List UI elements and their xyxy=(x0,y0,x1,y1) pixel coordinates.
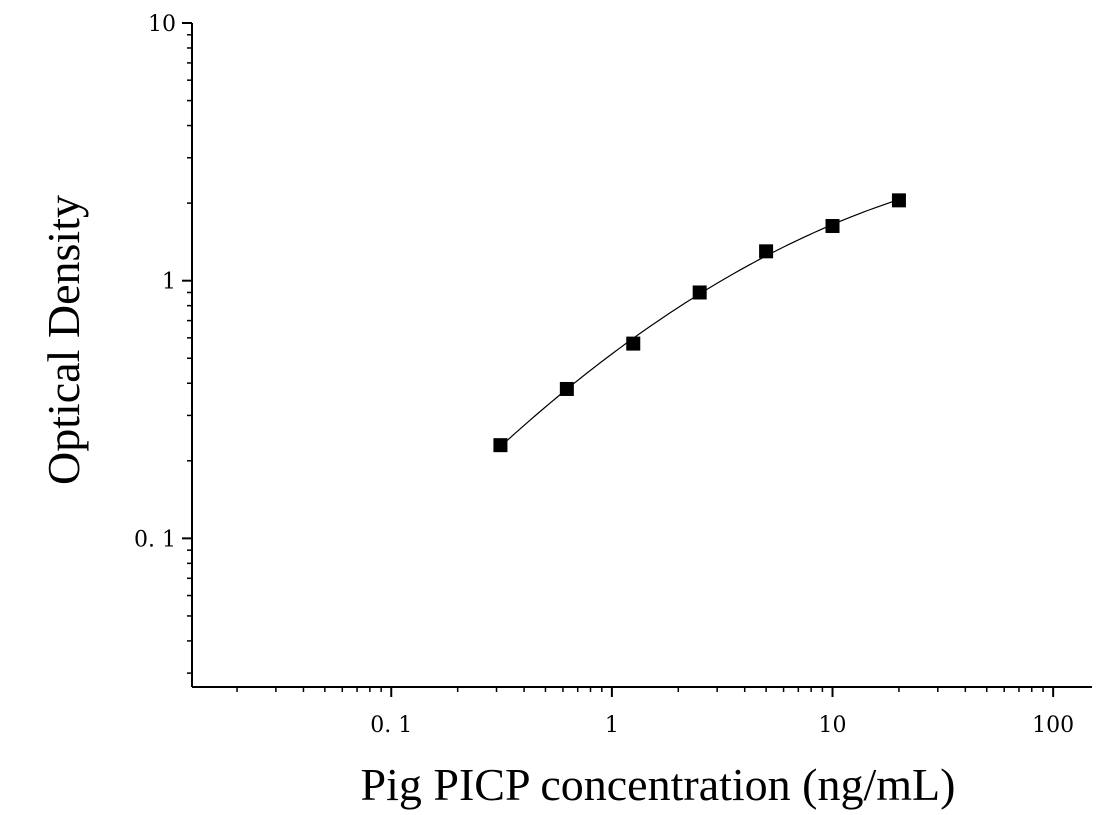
data-point xyxy=(759,244,774,259)
y-tick-label: 0. 1 xyxy=(134,527,176,552)
data-point xyxy=(891,193,906,208)
x-tick-label: 100 xyxy=(1032,713,1074,738)
x-tick-label: 10 xyxy=(819,713,847,738)
x-tick-label: 0. 1 xyxy=(370,713,412,738)
fit-curve xyxy=(500,199,900,448)
data-point xyxy=(559,381,574,396)
y-axis-title: Optical Density xyxy=(38,195,89,485)
data-point xyxy=(825,219,840,234)
x-tick-label: 1 xyxy=(605,713,619,738)
x-axis-title: Pig PICP concentration (ng/mL) xyxy=(361,759,956,810)
x-axis-tick-labels: 0. 1 1 10 100 xyxy=(370,713,1074,738)
y-tick-label: 10 xyxy=(148,12,176,37)
y-axis-ticks xyxy=(182,22,192,674)
x-axis-ticks xyxy=(236,687,1055,697)
y-tick-label: 1 xyxy=(162,270,176,295)
axes xyxy=(191,23,1092,688)
y-axis-tick-labels: 10 1 0. 1 xyxy=(134,12,176,552)
data-point xyxy=(493,438,508,453)
data-point xyxy=(626,336,641,351)
data-points xyxy=(493,193,906,453)
data-point xyxy=(692,285,707,300)
